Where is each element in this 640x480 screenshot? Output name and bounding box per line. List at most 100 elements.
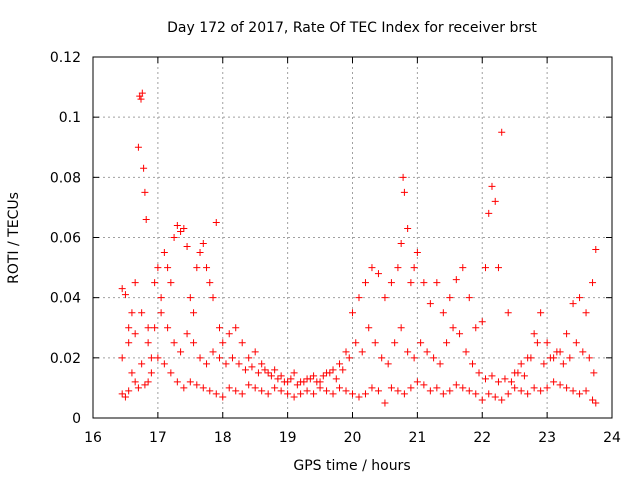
data-point <box>576 294 584 302</box>
data-point <box>138 89 146 97</box>
data-point <box>157 309 165 317</box>
x-axis-label: GPS time / hours <box>293 458 410 474</box>
data-point <box>572 339 580 347</box>
data-point <box>469 360 477 368</box>
data-point <box>280 378 288 386</box>
data-point <box>397 240 405 248</box>
data-point <box>423 348 431 356</box>
y-tick-label: 0.12 <box>50 50 81 66</box>
data-point <box>147 354 155 362</box>
data-point <box>154 264 162 272</box>
data-point <box>138 360 146 368</box>
data-point <box>413 249 421 257</box>
data-point <box>361 390 369 398</box>
data-point <box>342 387 350 395</box>
data-point <box>410 354 418 362</box>
data-point <box>264 390 272 398</box>
x-tick-label: 16 <box>84 430 102 446</box>
data-point <box>134 143 142 151</box>
data-point <box>443 339 451 347</box>
data-point <box>319 372 327 380</box>
data-point <box>238 390 246 398</box>
data-point <box>238 339 246 347</box>
data-point <box>290 393 298 401</box>
data-point <box>228 354 236 362</box>
data-point <box>173 221 181 229</box>
data-point <box>306 375 314 383</box>
y-tick-label: 0.04 <box>50 291 81 307</box>
data-point <box>212 390 220 398</box>
data-point <box>316 384 324 392</box>
data-point <box>511 384 519 392</box>
data-point <box>436 360 444 368</box>
data-point <box>277 387 285 395</box>
data-point <box>374 270 382 278</box>
data-point <box>494 264 502 272</box>
grid-lines <box>93 57 612 418</box>
data-point <box>590 369 598 377</box>
data-point <box>524 390 532 398</box>
data-point <box>355 294 363 302</box>
data-point <box>157 294 165 302</box>
data-point <box>417 339 425 347</box>
data-point <box>267 372 275 380</box>
data-point <box>397 324 405 332</box>
data-point <box>485 390 493 398</box>
data-point <box>118 285 126 293</box>
data-point <box>579 348 587 356</box>
data-point <box>212 218 220 226</box>
data-point <box>131 330 139 338</box>
data-point <box>261 366 269 374</box>
data-point <box>342 348 350 356</box>
data-point <box>287 375 295 383</box>
data-point <box>206 387 214 395</box>
data-point <box>517 360 525 368</box>
data-point <box>543 384 551 392</box>
data-point <box>433 279 441 287</box>
data-point <box>245 354 253 362</box>
data-point <box>368 384 376 392</box>
data-point <box>400 188 408 196</box>
data-point <box>225 330 233 338</box>
y-tick-label: 0.1 <box>59 110 81 126</box>
data-point <box>164 264 172 272</box>
data-point <box>251 384 259 392</box>
data-point <box>154 354 162 362</box>
data-point <box>407 279 415 287</box>
data-point <box>222 360 230 368</box>
data-point <box>336 360 344 368</box>
data-point <box>498 128 506 136</box>
data-point <box>459 384 467 392</box>
data-point <box>365 324 373 332</box>
data-point <box>329 366 337 374</box>
data-point <box>251 348 259 356</box>
x-tick-labels: 16 17 18 19 20 21 22 23 24 <box>84 430 621 446</box>
data-point <box>186 294 194 302</box>
data-point <box>290 369 298 377</box>
data-point <box>128 369 136 377</box>
data-point <box>140 164 148 172</box>
data-point <box>537 387 545 395</box>
data-point <box>206 279 214 287</box>
data-point <box>481 375 489 383</box>
data-point <box>125 324 133 332</box>
x-tick-label: 24 <box>603 430 621 446</box>
data-point <box>494 378 502 386</box>
data-point <box>576 390 584 398</box>
data-point <box>543 339 551 347</box>
data-point <box>569 300 577 308</box>
data-point <box>339 366 347 374</box>
data-point <box>540 360 548 368</box>
data-point <box>501 375 509 383</box>
data-point <box>329 390 337 398</box>
data-point <box>248 363 256 371</box>
data-point <box>203 360 211 368</box>
data-point <box>225 384 233 392</box>
data-point <box>420 279 428 287</box>
data-point <box>533 339 541 347</box>
data-point <box>582 387 590 395</box>
data-point <box>186 378 194 386</box>
data-point <box>151 324 159 332</box>
data-point <box>433 384 441 392</box>
data-point <box>456 330 464 338</box>
